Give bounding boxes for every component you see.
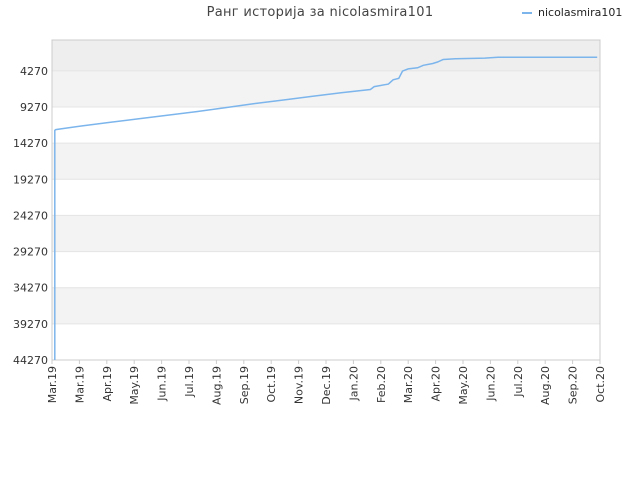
x-tick-label: Oct.19	[265, 366, 278, 403]
x-tick-label: Feb.20	[375, 366, 388, 403]
x-tick-label: Mar.19	[46, 366, 59, 403]
x-tick-label: Jun.20	[484, 366, 497, 402]
x-tick-label: Aug.20	[539, 366, 552, 405]
x-axis: Mar.19 Mar.19 Apr.19 May.19 Jun.19 Jul.19 Aug.…	[46, 360, 607, 405]
x-tick-label: Oct.20	[594, 366, 607, 403]
x-tick-label: Nov.19	[293, 366, 306, 404]
y-tick-label: 34270	[13, 282, 48, 295]
x-tick-label: Aug.19	[210, 366, 223, 405]
y-tick-label: 29270	[13, 246, 48, 259]
plot-band	[52, 40, 600, 71]
plot-band	[52, 287, 600, 324]
y-tick-label: 9270	[20, 101, 48, 114]
x-tick-label: Jun.19	[156, 366, 169, 402]
x-tick-label: Mar.20	[402, 366, 415, 403]
chart-title: Ранг историја за nicolasmira101	[206, 5, 434, 20]
x-tick-label: Jul.19	[183, 366, 196, 398]
plot-band	[52, 70, 600, 108]
x-tick-label: Sep.20	[567, 366, 580, 404]
series-line	[54, 56, 598, 360]
plot-bands	[52, 40, 600, 324]
y-tick-label: 39270	[13, 318, 48, 331]
legend[interactable]: nicolasmira101	[522, 6, 622, 19]
series-group	[54, 56, 598, 360]
legend-label: nicolasmira101	[538, 6, 623, 19]
y-tick-label: 14270	[13, 137, 48, 150]
x-tick-label: Apr.19	[101, 366, 114, 402]
x-tick-label: May.19	[128, 366, 141, 405]
y-tick-label: 19270	[13, 173, 48, 186]
plot-band	[52, 215, 600, 252]
y-tick-label: 24270	[13, 209, 48, 222]
x-tick-label: Dec.19	[320, 366, 333, 405]
x-tick-label: Jul.20	[512, 366, 525, 398]
legend-swatch	[522, 11, 532, 14]
x-tick-label: Sep.19	[238, 366, 251, 404]
y-axis: 4270 9270 14270 19270 24270 29270 34270 39270 44…	[13, 65, 48, 367]
plot-band	[52, 143, 600, 180]
x-tick-label: Jan.20	[347, 366, 360, 401]
x-tick-label: Mar.19	[73, 366, 86, 403]
x-tick-label: Apr.20	[430, 366, 443, 402]
y-tick-label: 4270	[20, 65, 48, 78]
x-tick-label: May.20	[457, 366, 470, 405]
y-tick-label: 44270	[13, 354, 48, 367]
